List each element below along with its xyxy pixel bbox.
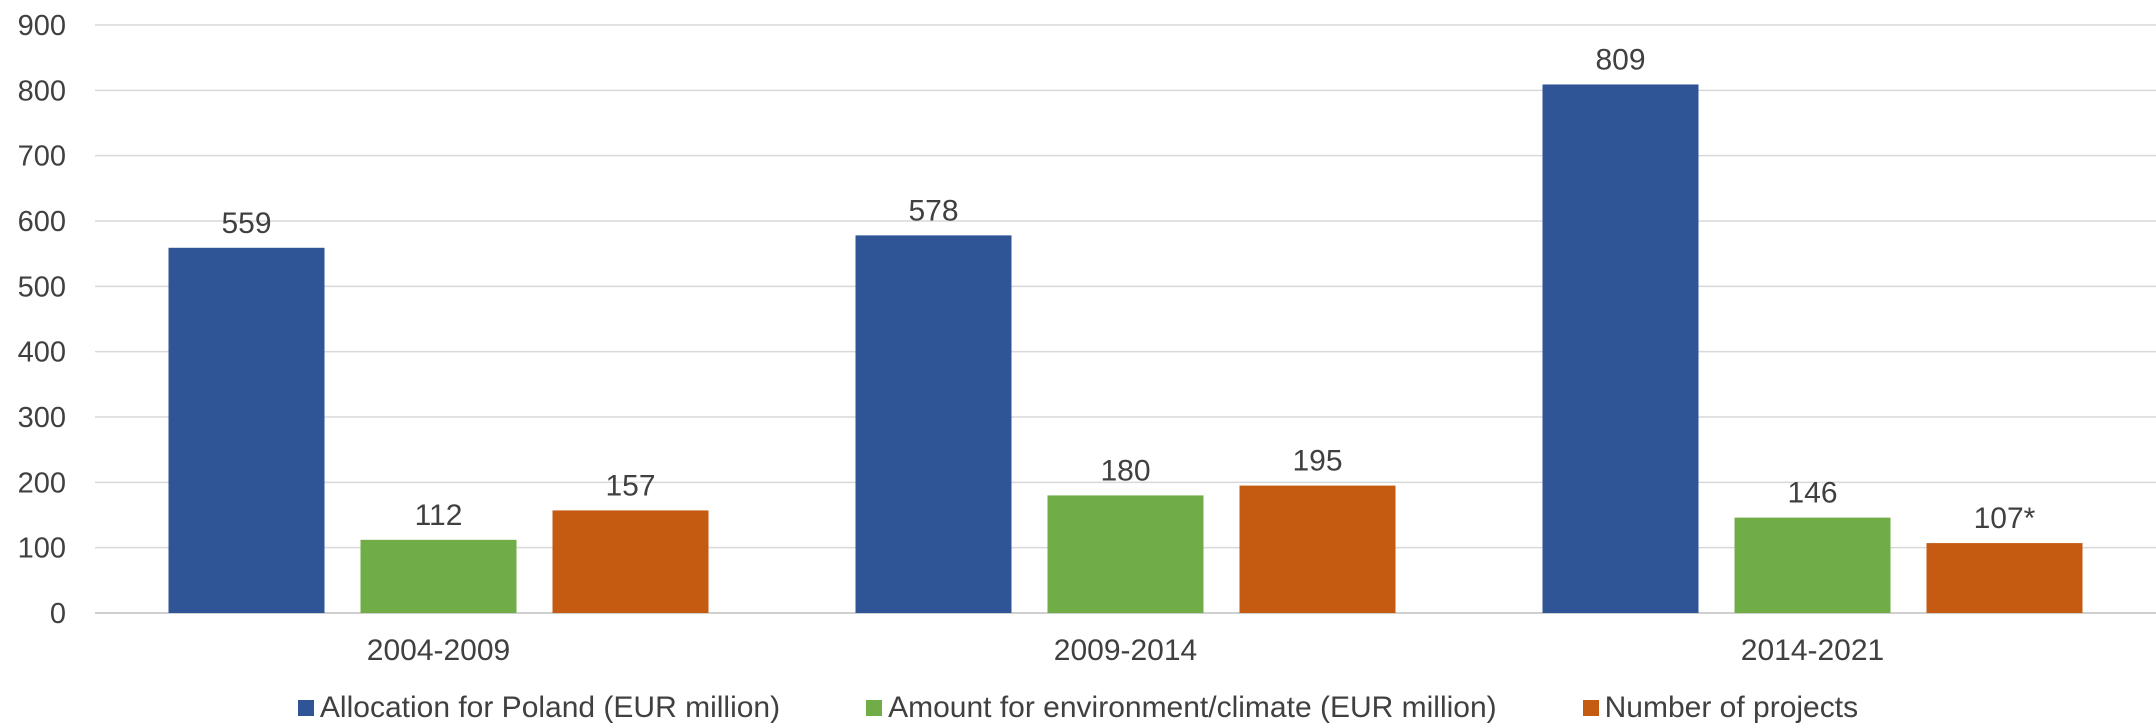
data-label: 578 <box>908 194 958 227</box>
legend-item-environment[interactable]: Amount for environment/climate (EUR mill… <box>866 691 1497 725</box>
x-axis-tick-labels: 2004-2009 2009-2014 2014-2021 <box>367 634 1884 667</box>
legend-label-allocation: Allocation for Poland (EUR million) <box>319 691 781 724</box>
data-label: 180 <box>1100 454 1150 487</box>
legend-swatch-environment <box>866 700 883 716</box>
legend: Allocation for Poland (EUR million) Amou… <box>0 688 2156 728</box>
y-axis-tick-labels: 0 100 200 300 400 500 600 700 800 900 <box>18 10 66 630</box>
y-tick-label: 300 <box>18 402 66 434</box>
y-tick-label: 900 <box>18 10 66 42</box>
data-label: 195 <box>1292 445 1342 478</box>
data-label: 107* <box>1974 502 2036 535</box>
y-tick-label: 600 <box>18 206 66 238</box>
legend-label-environment: Amount for environment/climate (EUR mill… <box>888 691 1497 724</box>
x-tick-label: 2004-2009 <box>367 634 510 667</box>
data-label: 146 <box>1787 477 1837 510</box>
bars <box>168 84 2083 614</box>
bar-projects-2009-2014 <box>1239 485 1396 613</box>
legend-swatch-allocation <box>297 700 314 716</box>
data-label: 809 <box>1595 43 1645 76</box>
legend-item-allocation[interactable]: Allocation for Poland (EUR million) <box>297 691 781 725</box>
legend-label-projects: Number of projects <box>1604 691 1859 724</box>
y-tick-label: 700 <box>18 141 66 173</box>
bar-projects-2004-2009 <box>552 510 709 613</box>
y-tick-label: 100 <box>18 533 66 565</box>
bar-allocation-2009-2014 <box>855 235 1012 613</box>
bar-environment-2014-2021 <box>1734 517 1891 613</box>
y-tick-label: 800 <box>18 75 66 107</box>
legend-item-projects[interactable]: Number of projects <box>1582 691 1859 725</box>
data-labels: 559 112 157 578 180 195 809 146 107* <box>221 43 2035 535</box>
x-tick-label: 2009-2014 <box>1054 634 1197 667</box>
y-tick-label: 400 <box>18 337 66 369</box>
data-label: 112 <box>415 499 463 532</box>
x-tick-label: 2014-2021 <box>1741 634 1884 667</box>
y-tick-label: 0 <box>50 598 66 630</box>
legend-swatch-projects <box>1582 700 1599 716</box>
bar-environment-2009-2014 <box>1047 495 1204 613</box>
bar-projects-2014-2021 <box>1926 543 2083 613</box>
y-tick-label: 500 <box>18 271 66 303</box>
y-tick-label: 200 <box>18 467 66 499</box>
bar-allocation-2014-2021 <box>1542 84 1699 614</box>
data-label: 559 <box>221 207 271 240</box>
bar-allocation-2004-2009 <box>168 247 325 613</box>
data-label: 157 <box>605 469 655 502</box>
bar-environment-2004-2009 <box>360 539 517 613</box>
